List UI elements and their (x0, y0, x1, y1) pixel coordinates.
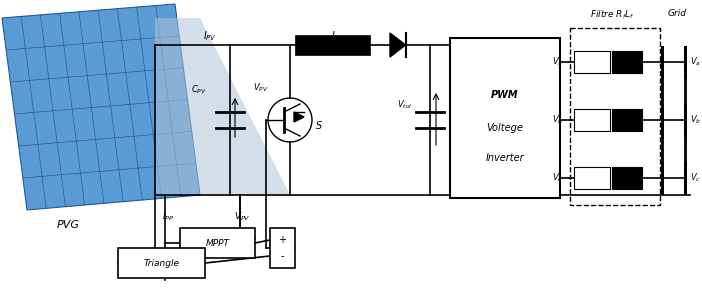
Text: Inverter: Inverter (486, 153, 524, 163)
Text: $I_L$: $I_L$ (331, 29, 339, 43)
Bar (574, 51, 610, 73)
Bar (574, 167, 610, 189)
Text: +: + (279, 235, 286, 245)
Text: Grid: Grid (668, 10, 687, 18)
Text: PWM: PWM (491, 90, 519, 100)
Text: Filtre $R_f L_f$: Filtre $R_f L_f$ (590, 9, 635, 21)
Text: $V_c$: $V_c$ (690, 172, 701, 184)
Polygon shape (390, 33, 406, 57)
Text: $V_b$: $V_b$ (552, 114, 563, 126)
Text: $V_b$: $V_b$ (690, 114, 701, 126)
Text: $C_{PV}$: $C_{PV}$ (191, 84, 207, 96)
Bar (574, 109, 610, 131)
Text: $S$: $S$ (315, 119, 323, 131)
Bar (612, 167, 642, 189)
Text: $V_c$: $V_c$ (552, 172, 563, 184)
Bar (270, 228, 295, 268)
Text: $V_{PV}$: $V_{PV}$ (253, 82, 269, 94)
Bar (612, 51, 642, 73)
Bar (118, 248, 205, 278)
Text: Triangle: Triangle (143, 259, 180, 268)
Polygon shape (2, 4, 200, 210)
Text: MPPT: MPPT (206, 238, 230, 247)
Text: $V_{PV}$: $V_{PV}$ (234, 211, 251, 223)
Polygon shape (294, 112, 304, 122)
Text: Voltege: Voltege (486, 123, 524, 133)
Text: $V_a$: $V_a$ (552, 56, 563, 68)
Text: $V_{tol}$: $V_{tol}$ (397, 99, 412, 111)
Text: $I_{PP}$: $I_{PP}$ (162, 211, 174, 223)
Bar (295, 35, 370, 55)
Text: $I_{PV}$: $I_{PV}$ (203, 29, 217, 43)
Polygon shape (155, 18, 290, 195)
Bar (612, 109, 642, 131)
Text: -: - (281, 251, 284, 261)
Text: PVG: PVG (56, 220, 79, 230)
Bar (450, 38, 560, 198)
Bar (180, 228, 255, 258)
Text: $V_a$: $V_a$ (690, 56, 701, 68)
Bar (570, 28, 660, 205)
